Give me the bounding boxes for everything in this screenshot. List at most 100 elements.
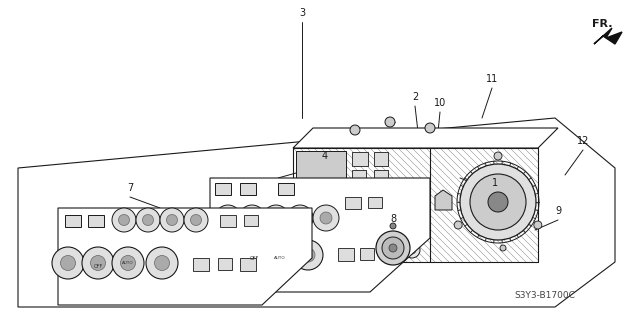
Circle shape (494, 152, 502, 160)
Circle shape (61, 256, 76, 271)
Circle shape (371, 224, 381, 233)
Circle shape (386, 242, 402, 258)
Circle shape (215, 205, 241, 231)
Circle shape (295, 219, 313, 237)
Bar (352, 152, 368, 166)
Bar (218, 258, 232, 270)
Circle shape (408, 224, 417, 233)
Bar (88, 215, 104, 227)
Circle shape (222, 212, 234, 224)
Text: 3: 3 (299, 8, 305, 18)
Bar (296, 191, 310, 201)
Text: 9: 9 (555, 206, 561, 216)
Circle shape (390, 199, 399, 209)
Circle shape (371, 199, 381, 209)
Circle shape (263, 205, 289, 231)
Circle shape (143, 214, 154, 226)
Circle shape (385, 117, 395, 127)
Circle shape (404, 242, 420, 258)
Circle shape (350, 242, 366, 258)
Circle shape (454, 221, 462, 229)
Circle shape (336, 246, 344, 254)
Text: 1: 1 (492, 178, 498, 188)
Circle shape (534, 221, 542, 229)
Circle shape (408, 199, 417, 209)
Bar (374, 170, 388, 182)
Circle shape (470, 174, 526, 230)
Circle shape (213, 240, 243, 270)
Circle shape (136, 208, 160, 232)
Bar (345, 197, 361, 209)
Circle shape (320, 212, 332, 224)
Bar (374, 152, 388, 166)
Circle shape (350, 125, 360, 135)
Circle shape (408, 246, 416, 254)
Circle shape (372, 246, 380, 254)
Circle shape (301, 248, 315, 262)
Text: 2: 2 (412, 92, 418, 102)
Circle shape (460, 164, 536, 240)
Circle shape (389, 244, 397, 252)
Circle shape (221, 248, 235, 262)
Circle shape (318, 246, 326, 254)
Text: 8: 8 (390, 214, 396, 224)
Circle shape (390, 246, 398, 254)
Circle shape (294, 212, 306, 224)
Text: 4: 4 (322, 151, 328, 161)
Text: AUTO: AUTO (122, 261, 134, 265)
Circle shape (313, 205, 339, 231)
Circle shape (118, 214, 129, 226)
Circle shape (300, 224, 308, 233)
Bar (296, 241, 310, 251)
Circle shape (332, 242, 348, 258)
Circle shape (376, 231, 410, 265)
Circle shape (184, 208, 208, 232)
Bar (296, 151, 346, 181)
Circle shape (488, 192, 508, 212)
Circle shape (385, 195, 403, 213)
Bar (360, 248, 374, 260)
Circle shape (390, 224, 399, 233)
Text: FR.: FR. (592, 19, 612, 29)
Bar (240, 183, 256, 195)
Text: 7: 7 (127, 183, 133, 193)
Text: S3Y3-B1700C: S3Y3-B1700C (515, 292, 575, 300)
Circle shape (300, 199, 308, 209)
Circle shape (166, 214, 177, 226)
Circle shape (273, 248, 287, 262)
Circle shape (112, 247, 144, 279)
Circle shape (368, 242, 384, 258)
Circle shape (239, 205, 265, 231)
Text: OFF: OFF (250, 256, 259, 261)
Circle shape (317, 199, 326, 209)
Circle shape (82, 247, 114, 279)
Circle shape (314, 242, 330, 258)
Bar (220, 215, 236, 227)
Bar (244, 215, 258, 226)
Circle shape (112, 208, 136, 232)
Text: 10: 10 (434, 98, 446, 108)
Circle shape (270, 212, 282, 224)
Circle shape (335, 224, 344, 233)
Circle shape (247, 248, 261, 262)
Bar (278, 183, 294, 195)
Circle shape (500, 245, 506, 251)
Bar (240, 258, 256, 271)
Circle shape (265, 240, 295, 270)
Circle shape (403, 195, 421, 213)
Circle shape (354, 246, 362, 254)
Circle shape (154, 256, 170, 271)
Circle shape (293, 240, 323, 270)
Circle shape (385, 219, 403, 237)
Bar (368, 197, 382, 208)
Text: OFF: OFF (93, 264, 102, 270)
Circle shape (353, 224, 362, 233)
Text: AUTO: AUTO (274, 256, 286, 260)
Circle shape (331, 219, 349, 237)
Circle shape (313, 195, 331, 213)
Polygon shape (293, 128, 558, 148)
Polygon shape (435, 190, 452, 210)
Bar (352, 170, 366, 182)
Circle shape (425, 123, 435, 133)
Circle shape (390, 223, 396, 229)
